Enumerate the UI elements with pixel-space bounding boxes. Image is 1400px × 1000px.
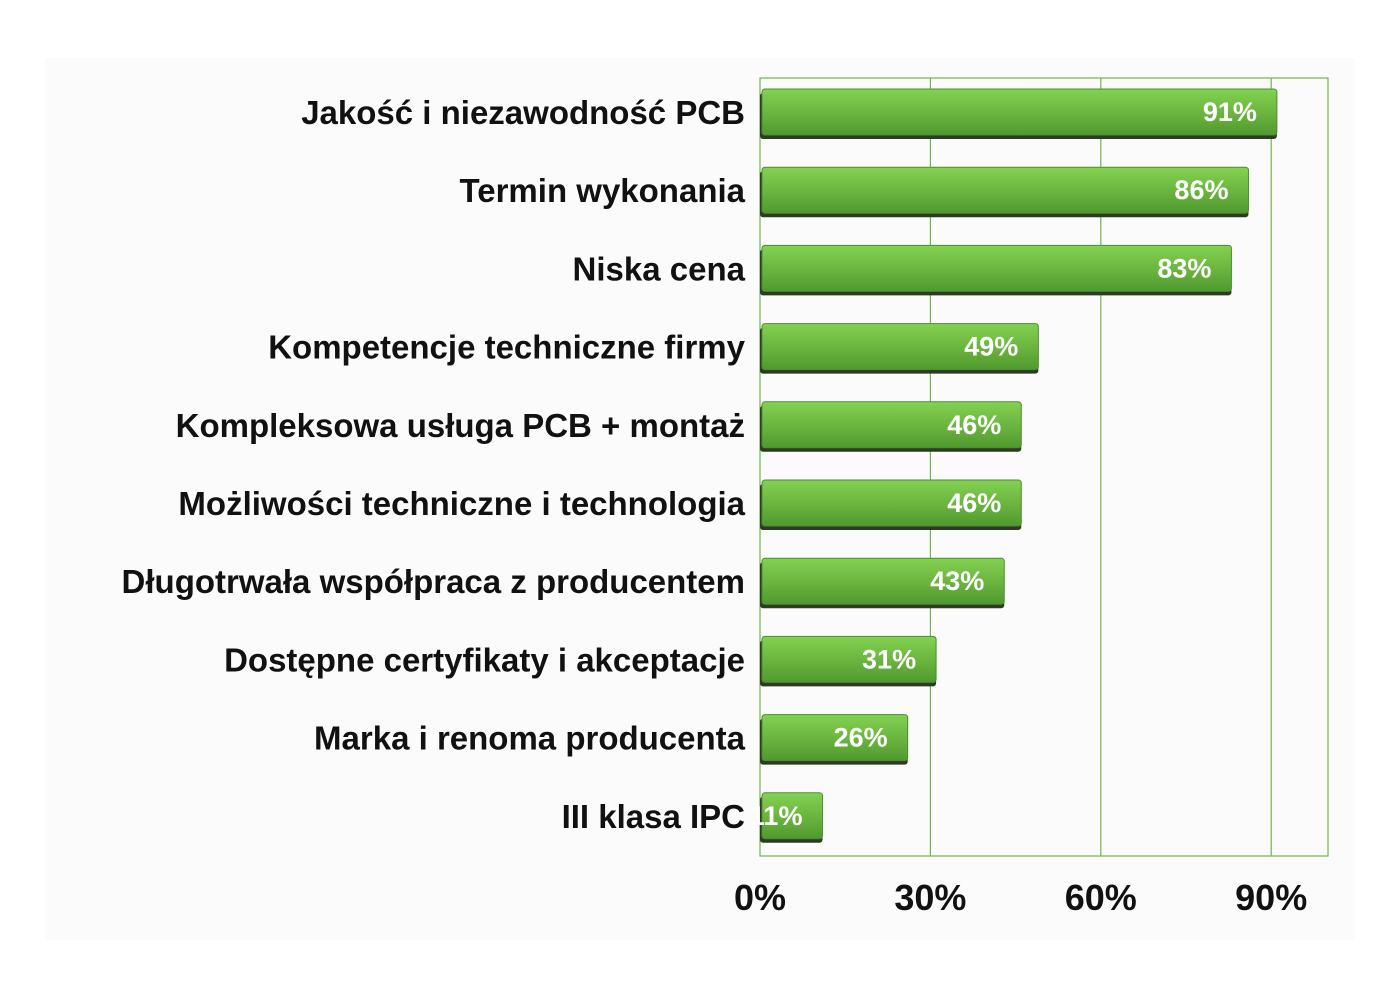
bar xyxy=(761,166,1249,214)
category-label: Jakość i niezawodność PCB xyxy=(301,94,745,131)
bar-value-label: 86% xyxy=(1174,175,1228,205)
category-label: Dostępne certyfikaty i akceptacje xyxy=(224,641,745,678)
x-tick-label: 0% xyxy=(734,877,786,918)
bar xyxy=(761,557,1005,605)
category-label: Termin wykonania xyxy=(460,172,746,209)
bar-value-label: 91% xyxy=(1203,97,1257,127)
category-label: Kompetencje techniczne firmy xyxy=(268,329,745,366)
bar xyxy=(761,244,1232,292)
bar-value-label: 43% xyxy=(930,566,984,596)
plot-frame xyxy=(759,77,1329,857)
bar xyxy=(761,401,1022,449)
bar xyxy=(761,714,909,762)
bar-value-label: 46% xyxy=(947,488,1001,518)
bar-value-label: 11% xyxy=(750,801,803,831)
category-label: Kompleksowa usługa PCB + montaż xyxy=(176,407,745,444)
bar xyxy=(761,479,1022,527)
x-tick-label: 90% xyxy=(1235,877,1307,918)
x-tick-label: 60% xyxy=(1065,877,1137,918)
bars: 91% 86% 83% 49% 46% 46% 43% 31% 26% 11% xyxy=(750,88,1278,843)
x-axis-tick-labels: 0% 30% 60% 90% xyxy=(734,877,1307,918)
bar xyxy=(761,792,823,840)
bar-value-label: 49% xyxy=(964,332,1018,362)
category-label: III klasa IPC xyxy=(562,798,745,835)
category-label: Długotrwała współpraca z producentem xyxy=(122,563,745,600)
bar-value-label: 31% xyxy=(862,644,916,674)
bar xyxy=(761,88,1278,136)
bar-value-label: 26% xyxy=(834,723,888,753)
bar xyxy=(761,323,1039,371)
category-label: Niska cena xyxy=(573,250,746,287)
bar-value-label: 83% xyxy=(1157,253,1211,283)
bar xyxy=(761,635,937,683)
category-label: Możliwości techniczne i technologia xyxy=(178,485,745,522)
chart-panel: 91% 86% 83% 49% 46% 46% 43% 31% 26% 11% Jakość i … xyxy=(45,58,1355,940)
bar-value-label: 46% xyxy=(947,410,1001,440)
category-label: Marka i renoma producenta xyxy=(314,720,746,757)
bar-chart: 91% 86% 83% 49% 46% 46% 43% 31% 26% 11% Jakość i … xyxy=(122,77,1329,918)
x-tick-label: 30% xyxy=(894,877,966,918)
category-labels: Jakość i niezawodność PCB Termin wykonani… xyxy=(122,94,746,835)
